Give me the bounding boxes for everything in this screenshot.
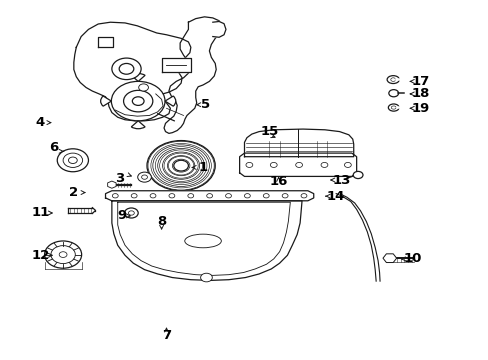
Text: 4: 4 bbox=[35, 116, 44, 129]
Circle shape bbox=[68, 157, 77, 163]
Circle shape bbox=[57, 149, 88, 172]
Circle shape bbox=[128, 211, 134, 215]
Circle shape bbox=[282, 194, 287, 198]
Text: 10: 10 bbox=[403, 252, 421, 265]
Circle shape bbox=[131, 194, 137, 198]
Circle shape bbox=[270, 162, 277, 167]
Text: 6: 6 bbox=[49, 141, 58, 154]
Ellipse shape bbox=[386, 76, 399, 84]
Circle shape bbox=[147, 140, 215, 191]
Circle shape bbox=[119, 63, 134, 74]
Polygon shape bbox=[74, 22, 190, 121]
Circle shape bbox=[132, 97, 144, 105]
Circle shape bbox=[244, 194, 250, 198]
Text: 1: 1 bbox=[198, 161, 207, 174]
Text: 8: 8 bbox=[157, 215, 166, 228]
Text: 16: 16 bbox=[269, 175, 287, 188]
Text: 2: 2 bbox=[69, 186, 78, 199]
Polygon shape bbox=[112, 201, 302, 280]
Polygon shape bbox=[239, 153, 356, 176]
Circle shape bbox=[123, 90, 153, 112]
Circle shape bbox=[138, 172, 151, 182]
Text: 7: 7 bbox=[162, 329, 171, 342]
Polygon shape bbox=[161, 58, 190, 72]
Circle shape bbox=[187, 194, 193, 198]
Circle shape bbox=[352, 171, 362, 179]
Circle shape bbox=[51, 246, 75, 264]
Text: 19: 19 bbox=[411, 102, 429, 115]
Circle shape bbox=[200, 273, 212, 282]
Text: 9: 9 bbox=[117, 210, 126, 222]
Text: 11: 11 bbox=[32, 207, 50, 220]
Circle shape bbox=[225, 194, 231, 198]
Circle shape bbox=[63, 153, 82, 167]
Circle shape bbox=[142, 175, 147, 179]
Text: 5: 5 bbox=[201, 98, 210, 111]
Polygon shape bbox=[382, 254, 396, 262]
Circle shape bbox=[112, 58, 141, 80]
Circle shape bbox=[263, 194, 268, 198]
Polygon shape bbox=[105, 191, 313, 201]
Circle shape bbox=[139, 84, 148, 91]
Circle shape bbox=[301, 194, 306, 198]
Circle shape bbox=[344, 162, 350, 167]
Wedge shape bbox=[131, 73, 145, 81]
Text: 12: 12 bbox=[32, 249, 50, 262]
Ellipse shape bbox=[390, 106, 395, 109]
Circle shape bbox=[112, 194, 118, 198]
Wedge shape bbox=[164, 96, 175, 106]
Circle shape bbox=[173, 160, 188, 171]
Polygon shape bbox=[212, 22, 225, 37]
Circle shape bbox=[169, 194, 175, 198]
Wedge shape bbox=[101, 96, 111, 106]
Circle shape bbox=[124, 208, 138, 218]
Text: 13: 13 bbox=[332, 174, 350, 186]
Circle shape bbox=[388, 90, 398, 97]
Polygon shape bbox=[118, 202, 290, 275]
Text: 17: 17 bbox=[411, 75, 429, 88]
Text: 18: 18 bbox=[411, 87, 429, 100]
Circle shape bbox=[150, 194, 156, 198]
Circle shape bbox=[321, 162, 327, 167]
Wedge shape bbox=[131, 121, 145, 129]
Polygon shape bbox=[98, 37, 113, 47]
Circle shape bbox=[44, 241, 81, 268]
Ellipse shape bbox=[184, 234, 221, 248]
Ellipse shape bbox=[390, 78, 395, 81]
Polygon shape bbox=[244, 129, 353, 157]
Circle shape bbox=[245, 162, 252, 167]
Text: 14: 14 bbox=[326, 190, 345, 203]
Circle shape bbox=[59, 252, 67, 257]
Circle shape bbox=[206, 194, 212, 198]
Polygon shape bbox=[107, 181, 116, 188]
Polygon shape bbox=[163, 17, 222, 134]
Circle shape bbox=[295, 162, 302, 167]
Circle shape bbox=[111, 81, 164, 121]
Ellipse shape bbox=[387, 104, 398, 111]
Text: 15: 15 bbox=[260, 125, 279, 138]
Text: 3: 3 bbox=[115, 172, 124, 185]
